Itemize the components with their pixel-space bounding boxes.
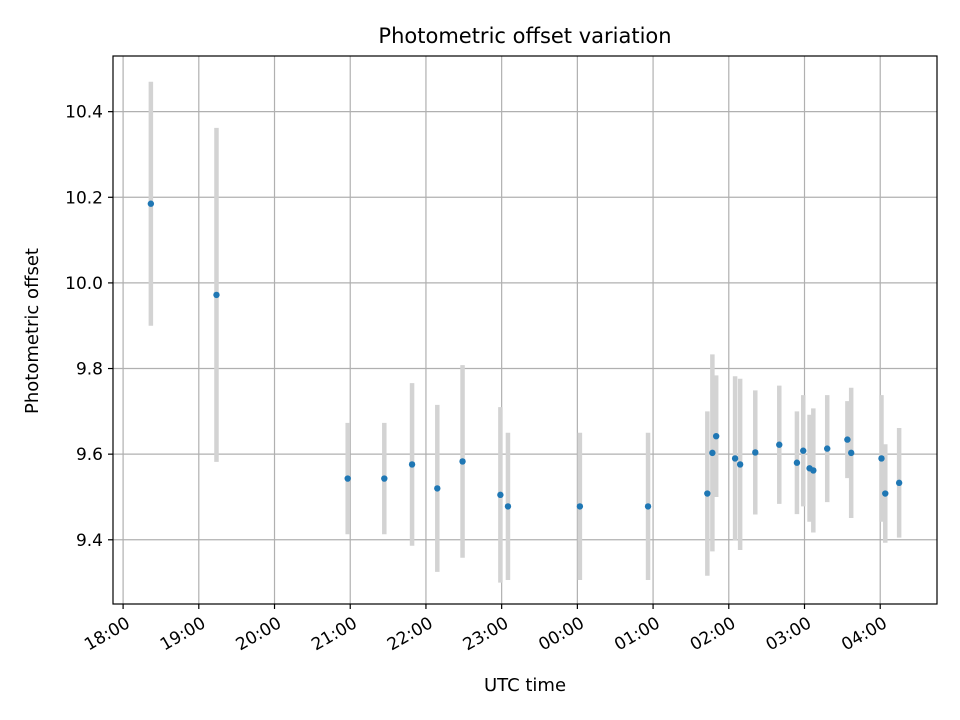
y-tick-label: 10.0 [65,274,103,294]
data-point [576,503,584,510]
data-point [847,449,855,457]
data-point [704,490,711,497]
y-tick-label: 9.8 [76,360,103,380]
data-point [497,491,504,499]
y-tick-label: 10.4 [65,103,103,123]
chart-title: Photometric offset variation [378,24,671,48]
data-point [434,485,441,492]
data-point [213,291,220,299]
data-point [504,503,512,510]
grid [113,56,937,604]
data-point [793,459,801,466]
data-point [408,461,416,468]
data-point [736,461,744,468]
data-point [459,458,466,465]
y-tick-label: 9.6 [76,445,103,465]
data-point [882,490,889,497]
data-point [752,449,759,456]
data-point [824,445,831,452]
data-point [731,455,739,462]
plot-frame [112,55,938,605]
data-points [147,200,903,510]
data-point [810,467,817,474]
y-axis-label: Photometric offset [22,248,43,414]
data-point [712,432,720,440]
data-point [800,447,807,454]
data-point [709,449,716,457]
data-point [844,436,851,443]
y-tick-label: 10.2 [65,188,103,208]
data-point [644,503,652,510]
data-point [878,455,885,462]
data-point [147,200,155,207]
y-axis: 9.4 9.6 9.8 10.0 10.2 10.4 [65,103,113,551]
y-tick-label: 9.4 [76,531,103,551]
x-axis-label: UTC time [484,675,566,696]
data-point [776,441,783,448]
data-point [344,475,351,482]
data-point [895,479,903,487]
data-point [381,475,388,482]
